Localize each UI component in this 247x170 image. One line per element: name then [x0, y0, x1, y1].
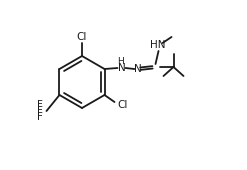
- Text: Cl: Cl: [77, 32, 87, 42]
- Text: H: H: [117, 57, 124, 66]
- Text: F: F: [37, 112, 42, 122]
- Text: N: N: [118, 63, 125, 73]
- Text: Cl: Cl: [117, 100, 128, 110]
- Text: N: N: [134, 64, 141, 74]
- Text: F: F: [37, 100, 42, 110]
- Text: HN: HN: [150, 40, 165, 50]
- Text: F: F: [37, 106, 42, 116]
